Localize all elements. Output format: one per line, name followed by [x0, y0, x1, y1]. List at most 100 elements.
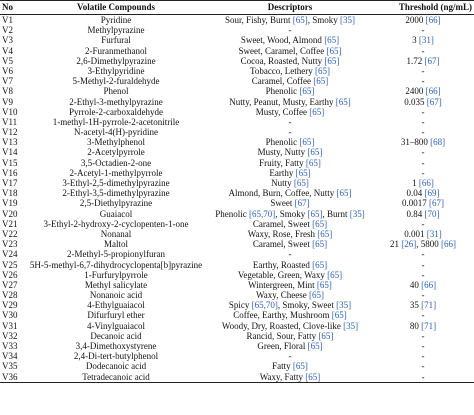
- reference-link[interactable]: [35]: [340, 15, 356, 25]
- threshold-text: 0.84: [406, 208, 425, 219]
- reference-link[interactable]: [35]: [349, 208, 365, 219]
- reference-link[interactable]: [65]: [307, 147, 323, 158]
- reference-link[interactable]: [65]: [295, 167, 311, 178]
- descriptor-text: Wintergreen, Mint: [248, 279, 317, 290]
- reference-link[interactable]: [65]: [317, 228, 333, 239]
- cell-no: V18: [2, 188, 18, 199]
- cell-no: V16: [2, 167, 18, 178]
- threshold-text: -: [421, 330, 425, 341]
- table-row: V8 Phenol Phenolic [65] 2400 [66]: [0, 86, 474, 96]
- reference-link[interactable]: [65]: [293, 178, 309, 188]
- reference-link[interactable]: [66]: [425, 86, 441, 97]
- reference-link[interactable]: [65]: [316, 279, 332, 290]
- cell-compound: Nonanal: [100, 228, 132, 239]
- table-row: V32 Decanoic acid Rancid, Sour, Fatty [65]…: [0, 331, 474, 341]
- cell-compound: 3,5-Octadien-2-one: [80, 157, 152, 168]
- cell-threshold: 2400 [66]: [372, 86, 474, 96]
- cell-no: V2: [2, 25, 13, 36]
- cell-descriptors: Fatty [65]: [208, 361, 372, 371]
- threshold-text: -: [421, 371, 425, 382]
- reference-link[interactable]: [65]: [305, 371, 321, 382]
- descriptor-text: Fatty: [272, 361, 293, 372]
- table-row: V5 2,6-Dimethylpyrazine Cocoa, Roasted, Nu…: [0, 56, 474, 66]
- cell-threshold: 80 [71]: [372, 321, 474, 331]
- reference-link[interactable]: [65]: [326, 45, 342, 56]
- descriptor-text: Nutty, Peanut, Musty, Earthy: [229, 96, 336, 107]
- reference-link[interactable]: [65]: [324, 55, 340, 66]
- threshold-text: -: [421, 147, 425, 158]
- cell-no: V11: [2, 116, 18, 127]
- threshold-text: -: [421, 351, 425, 362]
- cell-no: V26: [2, 269, 18, 280]
- table-row: V16 2-Acetyl-1-methylpyrrole Earthy [65] -: [0, 168, 474, 178]
- reference-link[interactable]: [65]: [307, 341, 323, 351]
- descriptor-text: -: [288, 25, 292, 36]
- reference-link[interactable]: [65]: [324, 35, 340, 46]
- cell-descriptors: Earthy [65]: [208, 168, 372, 178]
- cell-no: V4: [2, 45, 13, 56]
- descriptor-text: Sweet: [270, 198, 295, 209]
- reference-link[interactable]: [65]: [335, 96, 351, 107]
- reference-link[interactable]: [66]: [425, 15, 441, 25]
- reference-link[interactable]: [65]: [318, 330, 334, 341]
- cell-compound: Furfural: [101, 35, 131, 46]
- cell-threshold: -: [372, 117, 474, 127]
- reference-link[interactable]: [67]: [426, 96, 442, 107]
- reference-link[interactable]: [67]: [424, 55, 440, 66]
- reference-link[interactable]: [65]: [312, 218, 328, 229]
- reference-link[interactable]: [65]: [299, 86, 315, 97]
- descriptor-text: Vegetable, Green, Waxy: [237, 269, 328, 280]
- reference-link[interactable]: [65,70]: [251, 300, 278, 311]
- reference-link[interactable]: [65]: [331, 310, 347, 321]
- cell-descriptors: Caramel, Sweet [65]: [208, 239, 372, 249]
- reference-link[interactable]: [65]: [308, 290, 324, 301]
- reference-link[interactable]: [65]: [313, 76, 329, 87]
- reference-link[interactable]: [31]: [418, 35, 434, 46]
- reference-link[interactable]: [65]: [312, 259, 328, 270]
- reference-link[interactable]: [69]: [424, 188, 440, 199]
- reference-link[interactable]: [65]: [315, 65, 331, 76]
- reference-link[interactable]: [66]: [418, 178, 434, 188]
- reference-link[interactable]: [65]: [312, 239, 328, 250]
- table-body: V1 Pyridine Sour, Fishy, Burnt [65], Smoky…: [0, 15, 474, 382]
- cell-no: V7: [2, 76, 13, 87]
- reference-link[interactable]: [35]: [336, 300, 352, 311]
- reference-link[interactable]: [71]: [421, 300, 437, 311]
- cell-compound: 2,6-Dimethylpyrazine: [76, 55, 156, 66]
- reference-link[interactable]: [68]: [430, 137, 446, 148]
- reference-link[interactable]: [26]: [401, 239, 417, 250]
- reference-link[interactable]: [66]: [441, 239, 456, 250]
- threshold-text: -: [421, 25, 425, 36]
- table-row: V36 Tetradecanoic acid Waxy, Fatty [65] -: [0, 372, 474, 382]
- reference-link[interactable]: [71]: [421, 320, 437, 331]
- reference-link[interactable]: [65]: [309, 106, 325, 117]
- cell-compound: Maltol: [104, 239, 128, 250]
- reference-link[interactable]: [35]: [343, 320, 359, 331]
- descriptor-text: Earthy, Roasted: [252, 259, 313, 270]
- cell-no: V8: [2, 86, 13, 97]
- threshold-text: 31–800: [400, 137, 431, 148]
- reference-link[interactable]: [65]: [305, 157, 321, 168]
- cell-descriptors: Coffee, Earthy, Mushroom [65]: [208, 310, 372, 320]
- reference-link[interactable]: [65]: [307, 208, 323, 219]
- threshold-text: -: [421, 361, 425, 372]
- reference-link[interactable]: [65,70]: [248, 208, 276, 219]
- reference-link[interactable]: [65]: [336, 188, 352, 199]
- descriptor-text: Phenolic: [265, 137, 300, 148]
- reference-link[interactable]: [70]: [424, 208, 440, 219]
- threshold-text: 0.001: [404, 228, 427, 239]
- reference-link[interactable]: [65]: [299, 137, 315, 148]
- descriptor-text: Woody, Dry, Roasted, Clove-like: [221, 320, 344, 331]
- reference-link[interactable]: [65]: [292, 15, 308, 25]
- reference-link[interactable]: [66]: [421, 279, 437, 290]
- cell-compound: 5H-5-methyl-6,7-dihydrocyclopenta[b]pyra…: [29, 259, 203, 270]
- reference-link[interactable]: [65]: [292, 361, 308, 372]
- reference-link[interactable]: [31]: [426, 228, 442, 239]
- reference-link[interactable]: [67]: [294, 198, 310, 209]
- reference-link[interactable]: [67]: [429, 198, 444, 209]
- reference-link[interactable]: [65]: [327, 269, 343, 280]
- cell-threshold: -: [372, 147, 474, 157]
- cell-compound: 2-Ethyl-3,5-dimethylpyrazine: [62, 188, 170, 199]
- table-row: V22 Nonanal Waxy, Rose, Fresh [65] 0.001 [3…: [0, 229, 474, 239]
- cell-compound: 2,5-Diethylpyrazine: [79, 198, 153, 209]
